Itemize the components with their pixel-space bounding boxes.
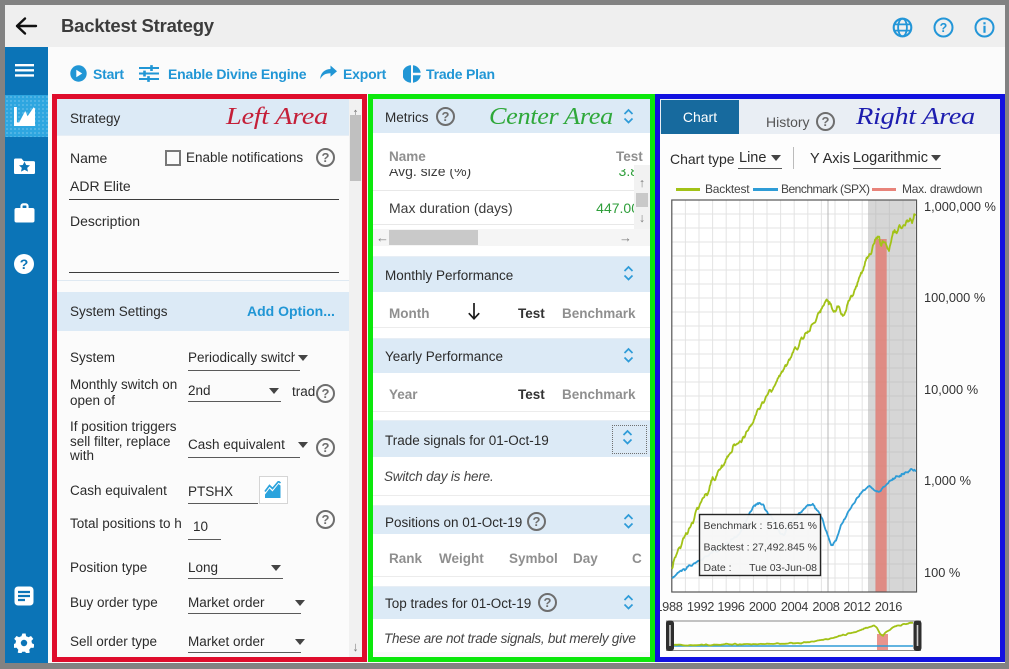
svg-text:1996: 1996 bbox=[717, 599, 744, 614]
svg-text:?: ? bbox=[940, 21, 948, 35]
svg-text:2012: 2012 bbox=[843, 599, 870, 614]
svg-text:1,000 %: 1,000 % bbox=[924, 473, 971, 488]
svg-text:2000: 2000 bbox=[749, 599, 776, 614]
svg-text:1992: 1992 bbox=[687, 599, 714, 614]
svg-text:?: ? bbox=[20, 256, 29, 272]
svg-text:Benchmark :: Benchmark : bbox=[704, 520, 763, 532]
svg-text:2016: 2016 bbox=[875, 599, 902, 614]
svg-text:516.651 %: 516.651 % bbox=[767, 520, 817, 532]
svg-text:2008: 2008 bbox=[812, 599, 839, 614]
svg-text:10,000 %: 10,000 % bbox=[924, 382, 978, 397]
svg-text:Backtest :: Backtest : bbox=[704, 542, 750, 554]
svg-text:100 %: 100 % bbox=[924, 565, 960, 580]
svg-text:2004: 2004 bbox=[781, 599, 808, 614]
svg-text:1988: 1988 bbox=[660, 599, 683, 614]
svg-text:1,000,000 %: 1,000,000 % bbox=[924, 199, 996, 214]
svg-text:27,492.845 %: 27,492.845 % bbox=[752, 542, 817, 554]
svg-text:100,000 %: 100,000 % bbox=[924, 290, 985, 305]
svg-text:Tue 03-Jun-08: Tue 03-Jun-08 bbox=[749, 562, 817, 574]
svg-text:Date :: Date : bbox=[704, 562, 732, 574]
